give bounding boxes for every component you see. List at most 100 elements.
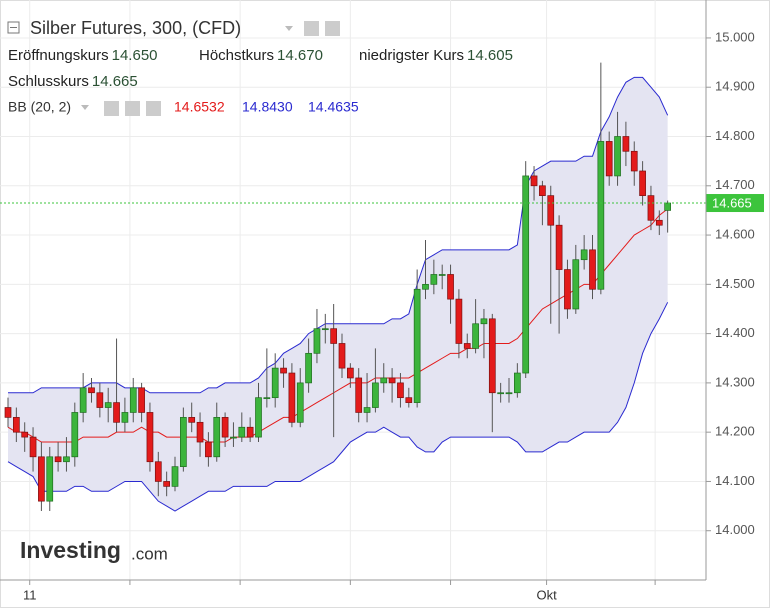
settings-icon[interactable] bbox=[125, 101, 140, 116]
candle-body bbox=[13, 417, 20, 433]
candle-body bbox=[622, 136, 630, 152]
candle-body bbox=[305, 352, 312, 384]
candle-body bbox=[497, 392, 504, 395]
candle-body bbox=[238, 426, 246, 438]
candle-body bbox=[230, 436, 237, 439]
y-tick-label: 14.700 bbox=[715, 177, 755, 192]
candle-body bbox=[597, 141, 605, 290]
y-tick-label: 14.600 bbox=[715, 226, 755, 241]
candle-body bbox=[288, 372, 296, 423]
eye-icon[interactable] bbox=[104, 101, 119, 116]
candle-body bbox=[522, 175, 530, 374]
candle-body bbox=[71, 412, 79, 458]
watermark: Investing .com bbox=[20, 537, 168, 563]
candle-body bbox=[547, 195, 555, 226]
dropdown-arrow[interactable] bbox=[285, 26, 293, 31]
indicator-value: 14.8430 bbox=[242, 99, 293, 115]
candle-body bbox=[488, 318, 496, 394]
candles bbox=[4, 62, 672, 512]
candle-body bbox=[388, 377, 396, 384]
candle-body bbox=[54, 456, 62, 463]
candle-body bbox=[447, 274, 454, 300]
candle-body bbox=[205, 441, 212, 458]
candle-body bbox=[455, 298, 463, 344]
candle-body bbox=[472, 323, 479, 349]
close-icon[interactable] bbox=[146, 101, 161, 116]
candle-body bbox=[221, 417, 229, 438]
indicator-name: BB (20, 2) bbox=[8, 99, 71, 115]
candle-body bbox=[146, 412, 154, 463]
candle-body bbox=[180, 417, 187, 468]
y-tick-label: 14.500 bbox=[715, 276, 755, 291]
candle-body bbox=[505, 392, 513, 395]
candle-body bbox=[21, 431, 29, 438]
candle-body bbox=[513, 372, 521, 394]
candle-body bbox=[196, 421, 204, 443]
candle-body bbox=[113, 402, 120, 423]
candle-body bbox=[647, 195, 655, 221]
bollinger-band bbox=[7, 76, 669, 512]
candle-body bbox=[188, 417, 196, 423]
candle-body bbox=[121, 412, 129, 423]
settings-icon[interactable] bbox=[325, 21, 340, 36]
candle-body bbox=[163, 481, 170, 487]
candle-body bbox=[213, 417, 221, 458]
candle-body bbox=[63, 456, 70, 463]
candle-body bbox=[605, 141, 613, 177]
brand-suffix: .com bbox=[131, 544, 168, 563]
candle-body bbox=[380, 377, 388, 384]
legend-name: Eröffnungskurs bbox=[8, 47, 109, 64]
legend-name: Schlusskurs bbox=[8, 73, 89, 90]
candle-body bbox=[655, 219, 663, 226]
y-tick-label: 14.400 bbox=[715, 325, 755, 340]
candle-body bbox=[355, 377, 363, 413]
candle-body bbox=[363, 407, 371, 413]
candle-body bbox=[263, 397, 271, 400]
dropdown-arrow[interactable] bbox=[81, 105, 89, 110]
price-label-box bbox=[706, 194, 764, 213]
legend-value: 14.665 bbox=[92, 73, 138, 90]
candle-body bbox=[589, 249, 596, 290]
candle-body bbox=[280, 367, 287, 374]
candle-body bbox=[397, 382, 404, 399]
candle-body bbox=[104, 402, 112, 408]
eye-icon[interactable] bbox=[304, 21, 319, 36]
candle-body bbox=[530, 175, 538, 187]
y-tick-label: 14.800 bbox=[715, 128, 755, 143]
candle-body bbox=[372, 382, 379, 408]
candle-body bbox=[664, 202, 672, 211]
candle-body bbox=[564, 269, 571, 310]
indicator-value: 14.4635 bbox=[308, 99, 359, 115]
candle-body bbox=[29, 436, 37, 458]
legend-name: Höchstkurs bbox=[199, 47, 274, 64]
legend-value: 14.670 bbox=[277, 47, 323, 64]
indicator-legend: BB (20, 2) bbox=[8, 99, 161, 116]
candle-body bbox=[639, 170, 646, 196]
candle-body bbox=[4, 407, 12, 418]
chart-title: Silber Futures, 300, (CFD) bbox=[30, 18, 241, 38]
candle-body bbox=[138, 387, 145, 413]
candle-body bbox=[413, 288, 421, 403]
band-line bbox=[7, 302, 669, 512]
candle-body bbox=[630, 150, 638, 172]
candle-body bbox=[88, 387, 95, 394]
candle-body bbox=[246, 426, 254, 438]
band-line bbox=[8, 76, 669, 394]
y-tick-label: 15.000 bbox=[715, 29, 755, 44]
candle-body bbox=[154, 461, 162, 482]
y-tick-label: 14.100 bbox=[715, 473, 755, 488]
candle-body bbox=[321, 328, 329, 331]
candle-body bbox=[296, 382, 304, 423]
candle-body bbox=[463, 343, 471, 349]
y-tick-label: 14.900 bbox=[715, 79, 755, 94]
ohlc-legend: Eröffnungskurs 14.650 Höchstkurs 14.670 nied… bbox=[8, 47, 513, 90]
legend-value: 14.650 bbox=[112, 47, 158, 64]
candle-body bbox=[614, 136, 621, 177]
candle-body bbox=[171, 466, 179, 487]
candle-body bbox=[96, 392, 104, 408]
candle-body bbox=[580, 249, 588, 261]
brand: Investing bbox=[20, 537, 121, 563]
y-tick-label: 14.200 bbox=[715, 424, 755, 439]
band-fill bbox=[8, 77, 668, 512]
